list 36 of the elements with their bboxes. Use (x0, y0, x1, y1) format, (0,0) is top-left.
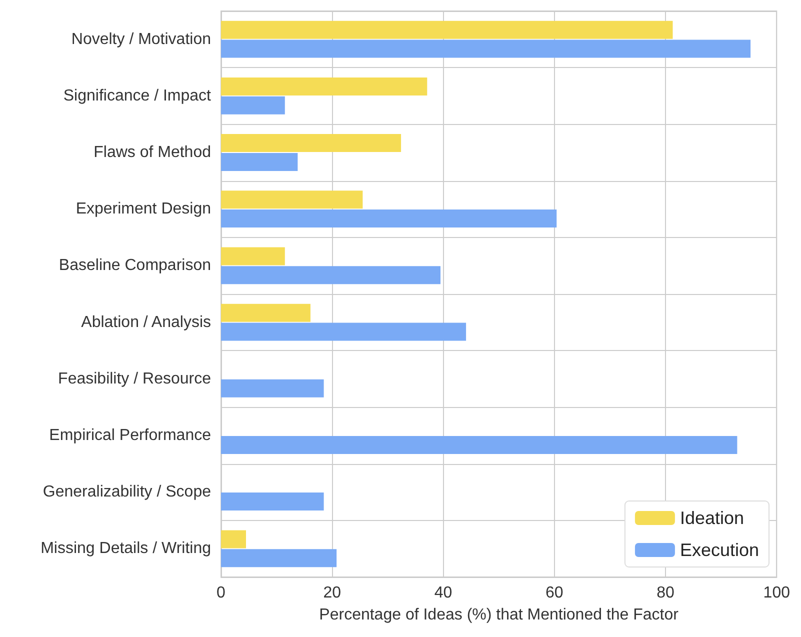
x-tick-label: 40 (434, 584, 452, 602)
bar (221, 96, 285, 114)
x-tick-label: 20 (323, 584, 342, 602)
x-axis-title: Percentage of Ideas (%) that Mentioned the Factor (319, 606, 680, 624)
bar (221, 266, 440, 284)
y-tick-label: Novelty / Motivation (71, 30, 211, 48)
x-tick-label: 80 (656, 584, 675, 602)
bar (221, 549, 337, 568)
y-tick-label: Ablation / Analysis (81, 314, 211, 331)
y-tick-label: Experiment Design (76, 200, 211, 218)
bar (221, 152, 298, 171)
bar (221, 40, 751, 58)
x-tick-label: 60 (545, 584, 564, 602)
bar (221, 436, 738, 454)
bar (221, 210, 557, 228)
y-tick-label: Flaws of Method (94, 144, 211, 161)
bar (221, 304, 310, 322)
bar (221, 530, 246, 548)
y-tick-label: Baseline Comparison (58, 257, 211, 274)
x-tick-label: 0 (216, 584, 226, 602)
y-tick-label: Empirical Performance (49, 427, 212, 444)
y-tick-label: Missing Details / Writing (40, 540, 211, 558)
bar (221, 77, 428, 96)
bar (221, 190, 363, 209)
bar (221, 20, 673, 39)
y-tick-label: Feasibility / Resource (58, 370, 212, 388)
bar (221, 492, 324, 511)
bar (221, 322, 466, 341)
legend-label: Ideation (680, 508, 744, 528)
bar (221, 379, 324, 398)
bar (221, 247, 285, 266)
bar (221, 134, 402, 152)
y-tick-label: Significance / Impact (63, 87, 212, 104)
x-tick-label: 100 (763, 584, 790, 602)
y-tick-label: Generalizability / Scope (42, 484, 212, 501)
legend-label: Execution (680, 540, 760, 560)
